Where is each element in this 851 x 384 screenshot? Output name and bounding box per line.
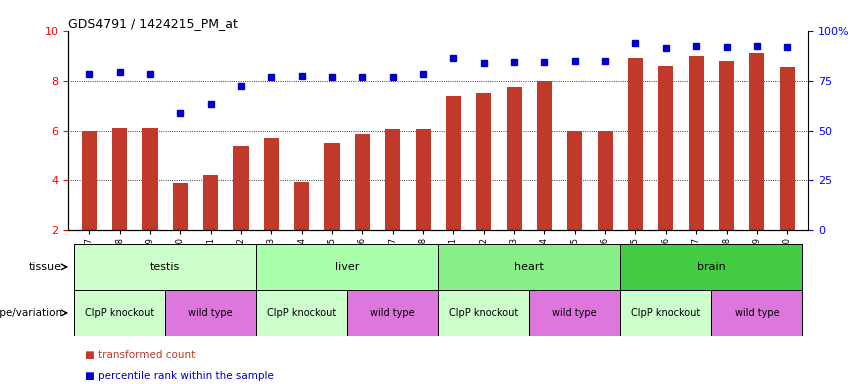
Bar [628, 58, 643, 230]
Bar [294, 182, 309, 230]
Text: wild type: wild type [552, 308, 597, 318]
Bar [711, 290, 802, 336]
Bar [233, 146, 248, 230]
Text: ■ percentile rank within the sample: ■ percentile rank within the sample [85, 371, 274, 381]
Text: ClpP knockout: ClpP knockout [449, 308, 518, 318]
Bar [780, 67, 795, 230]
Bar [142, 128, 157, 230]
Text: ■ transformed count: ■ transformed count [85, 350, 196, 360]
Bar [529, 290, 620, 336]
Bar [719, 61, 734, 230]
Text: testis: testis [150, 262, 180, 272]
Bar [597, 131, 613, 230]
Bar [446, 96, 461, 230]
Bar [620, 290, 711, 336]
Bar [386, 129, 400, 230]
Bar [347, 290, 438, 336]
Bar [74, 244, 256, 290]
Bar [264, 138, 279, 230]
Text: genotype/variation: genotype/variation [0, 308, 62, 318]
Text: heart: heart [514, 262, 545, 272]
Bar [659, 66, 673, 230]
Bar [438, 290, 529, 336]
Text: wild type: wild type [188, 308, 233, 318]
Text: liver: liver [335, 262, 359, 272]
Bar [165, 290, 256, 336]
Bar [203, 175, 218, 230]
Bar [506, 87, 522, 230]
Bar [620, 244, 802, 290]
Bar [749, 53, 764, 230]
Text: GDS4791 / 1424215_PM_at: GDS4791 / 1424215_PM_at [68, 17, 238, 30]
Bar [324, 143, 340, 230]
Text: ClpP knockout: ClpP knockout [631, 308, 700, 318]
Text: ClpP knockout: ClpP knockout [85, 308, 154, 318]
Bar [568, 131, 582, 230]
Bar [355, 134, 370, 230]
Bar [112, 128, 128, 230]
Bar [173, 183, 188, 230]
Text: wild type: wild type [370, 308, 415, 318]
Bar [477, 93, 491, 230]
Bar [537, 81, 552, 230]
Text: brain: brain [697, 262, 726, 272]
Bar [415, 129, 431, 230]
Bar [74, 290, 165, 336]
Text: ClpP knockout: ClpP knockout [267, 308, 336, 318]
Text: tissue: tissue [29, 262, 62, 272]
Bar [256, 244, 438, 290]
Bar [688, 56, 704, 230]
Text: wild type: wild type [734, 308, 780, 318]
Bar [256, 290, 347, 336]
Bar [82, 131, 97, 230]
Bar [438, 244, 620, 290]
